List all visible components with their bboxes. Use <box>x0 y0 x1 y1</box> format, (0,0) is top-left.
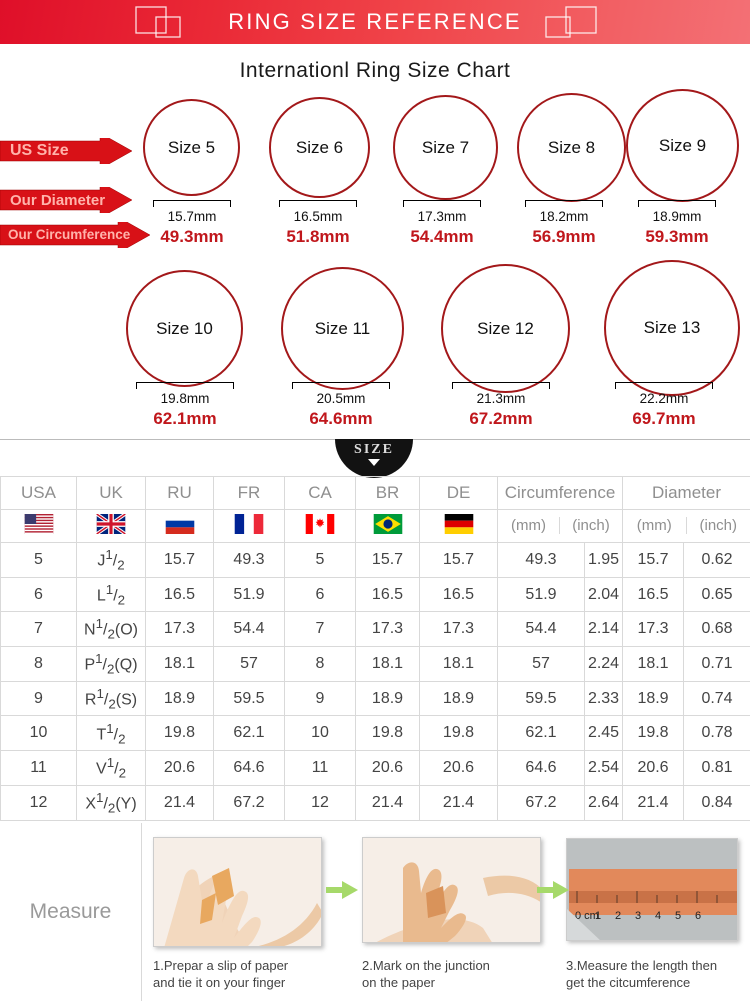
svg-text:2: 2 <box>615 910 621 922</box>
svg-text:6: 6 <box>695 910 701 922</box>
svg-text:1: 1 <box>595 910 601 922</box>
svg-text:4: 4 <box>655 910 661 922</box>
svg-text:3: 3 <box>635 910 641 922</box>
svg-text:5: 5 <box>675 910 681 922</box>
